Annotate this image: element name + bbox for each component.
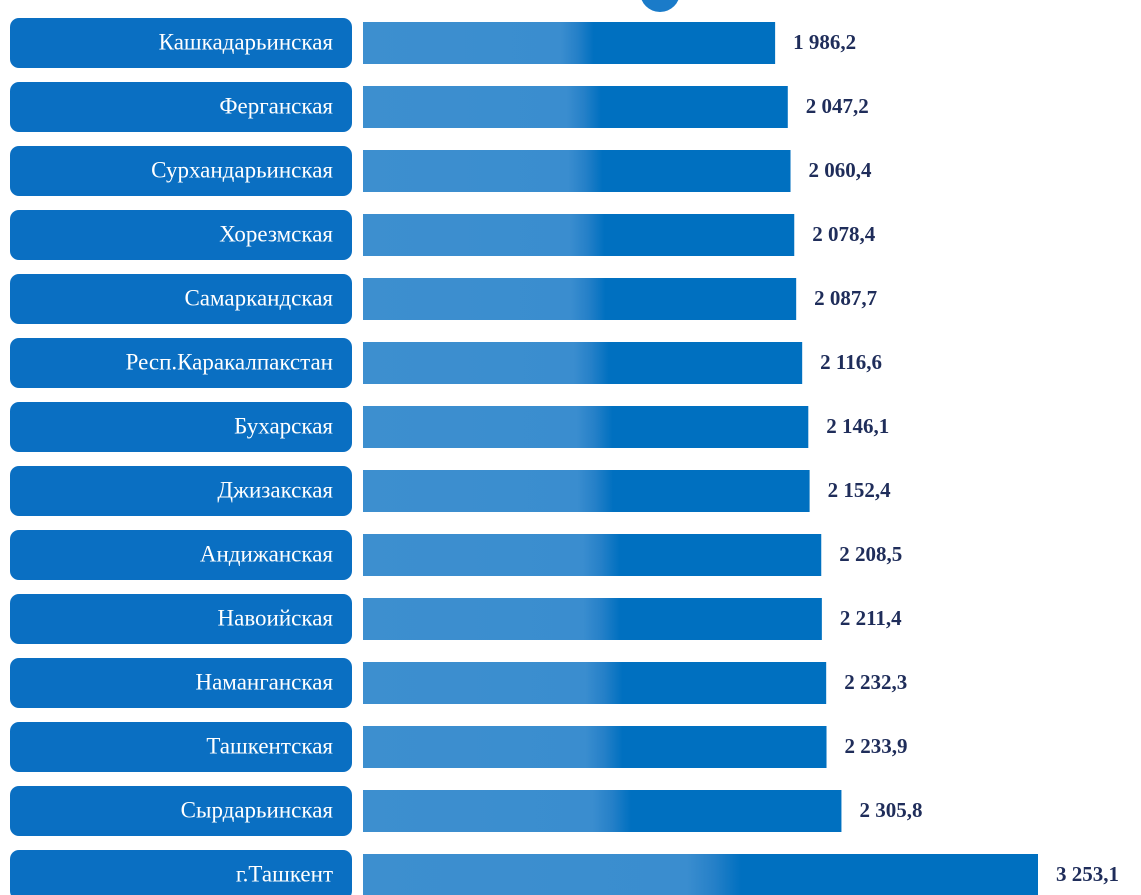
category-label: Хорезмская bbox=[219, 221, 333, 246]
category-label: Сурхандарьинская bbox=[151, 157, 333, 182]
category-label: Кашкадарьинская bbox=[159, 29, 334, 54]
value-label: 2 208,5 bbox=[839, 542, 902, 566]
label-pill bbox=[10, 786, 352, 836]
value-label: 2 232,3 bbox=[844, 670, 907, 694]
label-pill bbox=[10, 722, 352, 772]
label-pill bbox=[10, 402, 352, 452]
bar bbox=[363, 598, 822, 640]
category-label: Бухарская bbox=[234, 413, 333, 438]
bar bbox=[363, 150, 791, 192]
label-pill bbox=[10, 210, 352, 260]
value-label: 2 047,2 bbox=[806, 94, 869, 118]
value-label: 1 986,2 bbox=[793, 30, 856, 54]
bar bbox=[363, 534, 822, 576]
value-label: 2 087,7 bbox=[814, 286, 877, 310]
value-label: 2 305,8 bbox=[859, 798, 922, 822]
label-pill bbox=[10, 850, 352, 895]
category-label: г.Ташкент bbox=[236, 861, 333, 886]
label-pill bbox=[10, 274, 352, 324]
bar bbox=[363, 662, 827, 704]
value-label: 2 078,4 bbox=[812, 222, 876, 246]
label-pill bbox=[10, 466, 352, 516]
category-label: Навоийская bbox=[218, 605, 334, 630]
value-label: 3 253,1 bbox=[1056, 862, 1119, 886]
bar bbox=[363, 790, 842, 832]
category-label: Ташкентская bbox=[206, 733, 333, 758]
bar bbox=[363, 470, 810, 512]
value-label: 2 146,1 bbox=[826, 414, 889, 438]
bar bbox=[363, 278, 797, 320]
bar bbox=[363, 342, 803, 384]
label-pill bbox=[10, 658, 352, 708]
label-pill bbox=[10, 594, 352, 644]
label-pill bbox=[10, 82, 352, 132]
value-label: 2 060,4 bbox=[809, 158, 873, 182]
label-pill bbox=[10, 146, 352, 196]
label-pill bbox=[10, 530, 352, 580]
category-label: Респ.Каракалпакстан bbox=[126, 349, 333, 374]
category-label: Наманганская bbox=[195, 669, 333, 694]
bar bbox=[363, 726, 827, 768]
category-label: Сырдарьинская bbox=[181, 797, 334, 822]
value-label: 2 116,6 bbox=[820, 350, 882, 374]
bar bbox=[363, 86, 788, 128]
bar bbox=[363, 22, 776, 64]
decor-circle bbox=[641, 0, 679, 12]
category-label: Джизакская bbox=[217, 477, 333, 502]
category-label: Ферганская bbox=[219, 93, 333, 118]
value-label: 2 211,4 bbox=[840, 606, 902, 630]
bar bbox=[363, 406, 809, 448]
label-pill bbox=[10, 338, 352, 388]
value-label: 2 152,4 bbox=[828, 478, 892, 502]
bar bbox=[363, 214, 795, 256]
category-label: Андижанская bbox=[200, 541, 334, 566]
bar bbox=[363, 854, 1038, 895]
category-label: Самаркандская bbox=[184, 285, 333, 310]
label-pill bbox=[10, 18, 352, 68]
value-label: 2 233,9 bbox=[845, 734, 908, 758]
